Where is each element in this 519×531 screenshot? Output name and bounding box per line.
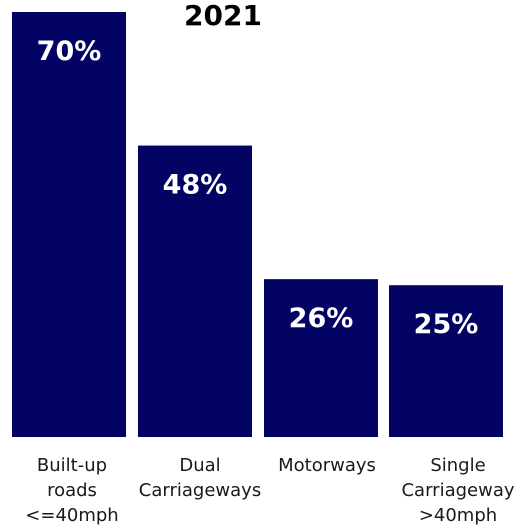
category-label-1: Built-up roads <=40mph [25, 455, 118, 526]
category-label-4: Single Carriageway >40mph [401, 455, 514, 526]
category-label-3: Motorways [278, 455, 376, 476]
bar-2 [138, 145, 252, 438]
bar-3 [264, 279, 378, 437]
category-labels-group: Built-up roads <=40mph Dual Carriageways Moto… [25, 455, 515, 526]
bar-value-label-1: 70% [37, 36, 102, 67]
value-labels-group: 70% 48% 26% 25% [37, 36, 479, 340]
chart-title: 2021 [184, 0, 262, 32]
bar-4 [389, 285, 503, 437]
bar-value-label-3: 26% [289, 303, 354, 334]
bar-value-label-4: 25% [414, 309, 479, 340]
bars-group [12, 12, 503, 438]
bar-value-label-2: 48% [163, 170, 228, 201]
bar-1 [12, 12, 126, 437]
category-label-2: Dual Carriageways [139, 455, 261, 501]
